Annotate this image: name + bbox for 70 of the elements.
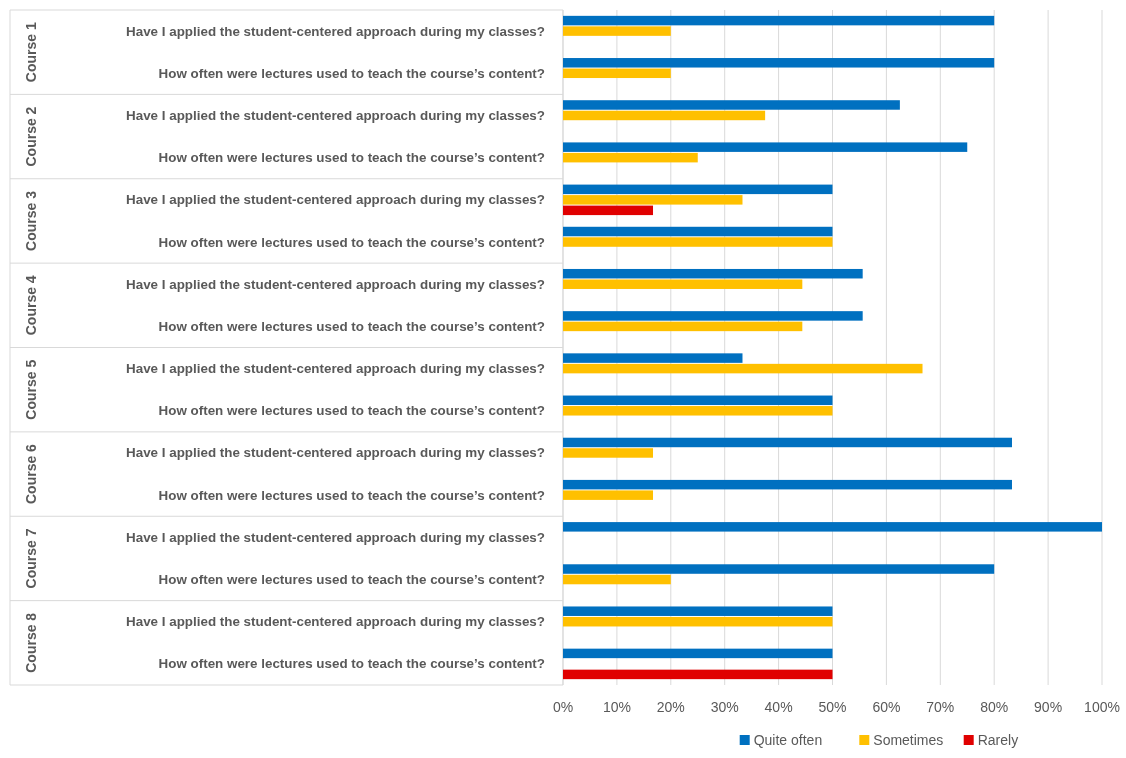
bar bbox=[563, 142, 968, 152]
x-tick-label: 80% bbox=[980, 699, 1009, 715]
y-tick-label: Have I applied the student-centered approach during my classes? bbox=[126, 23, 545, 39]
text: Course 6 bbox=[23, 443, 39, 505]
bar bbox=[563, 68, 671, 79]
bar bbox=[563, 15, 995, 26]
y-tick-label: Have I applied the student-centered approach during my classes? bbox=[126, 192, 545, 208]
x-tick-label: 10% bbox=[602, 699, 631, 715]
bar bbox=[563, 26, 671, 36]
bar bbox=[563, 363, 923, 374]
bar bbox=[563, 321, 803, 332]
x-tick-label: 100% bbox=[1084, 699, 1120, 715]
bar bbox=[563, 648, 833, 659]
text: Course 7 bbox=[23, 528, 39, 589]
bar bbox=[563, 268, 863, 279]
bar bbox=[563, 205, 654, 216]
bar bbox=[563, 522, 1102, 532]
bar bbox=[563, 564, 995, 574]
x-tick-label: 90% bbox=[1034, 699, 1063, 715]
x-tick-label: 40% bbox=[764, 699, 793, 715]
text: Course 4 bbox=[23, 275, 39, 336]
y-tick-label: Have I applied the student-centered approach during my classes? bbox=[126, 276, 545, 292]
bar bbox=[563, 311, 863, 321]
text: Course 5 bbox=[23, 359, 39, 420]
legend-label: Sometimes bbox=[873, 732, 944, 748]
bar bbox=[563, 353, 743, 363]
bar bbox=[563, 279, 803, 289]
y-tick-label: How often were lectures used to teach the course’s content? bbox=[158, 65, 545, 81]
x-tick-label: 50% bbox=[818, 699, 847, 715]
y-tick-label: How often were lectures used to teach the course’s content? bbox=[158, 656, 545, 672]
bar bbox=[563, 479, 1012, 490]
y-tick-label: Have I applied the student-centered approach during my classes? bbox=[126, 529, 545, 545]
bar bbox=[563, 406, 833, 416]
bar bbox=[563, 184, 833, 195]
x-tick-label: 30% bbox=[710, 699, 739, 715]
bar bbox=[563, 395, 833, 406]
bar bbox=[563, 237, 833, 247]
bar bbox=[563, 226, 833, 237]
bar bbox=[563, 58, 995, 68]
x-tick-label: 0% bbox=[552, 699, 574, 715]
bar bbox=[563, 100, 900, 110]
x-tick-label: 60% bbox=[872, 699, 901, 715]
y-tick-label: How often were lectures used to teach the course’s content? bbox=[158, 318, 545, 334]
x-tick-label: 20% bbox=[656, 699, 685, 715]
text: Course 3 bbox=[23, 190, 39, 251]
y-tick-label: How often were lectures used to teach the course’s content? bbox=[158, 572, 545, 588]
bar bbox=[563, 448, 654, 458]
bar bbox=[563, 606, 833, 616]
y-tick-label: Have I applied the student-centered approach during my classes? bbox=[126, 614, 545, 630]
legend-label: Rarely bbox=[977, 732, 1019, 748]
bar bbox=[563, 110, 766, 121]
bar bbox=[563, 490, 654, 500]
y-tick-label: Have I applied the student-centered approach during my classes? bbox=[126, 361, 545, 377]
y-tick-label: How often were lectures used to teach the course’s content? bbox=[158, 487, 545, 503]
text: Course 2 bbox=[23, 106, 39, 167]
bar bbox=[563, 669, 833, 680]
y-tick-label: How often were lectures used to teach the course’s content? bbox=[158, 150, 545, 166]
bar bbox=[563, 152, 698, 163]
y-tick-label: How often were lectures used to teach the course’s content? bbox=[158, 403, 545, 419]
bar bbox=[563, 574, 671, 585]
text: Course 1 bbox=[23, 22, 39, 83]
bar bbox=[563, 437, 1012, 448]
y-tick-label: Have I applied the student-centered approach during my classes? bbox=[126, 445, 545, 461]
bar bbox=[563, 195, 743, 205]
legend-label: Quite often bbox=[753, 732, 823, 748]
text: Course 8 bbox=[23, 612, 39, 673]
bar bbox=[563, 616, 833, 627]
y-tick-label: How often were lectures used to teach the course’s content? bbox=[158, 234, 545, 250]
y-tick-label: Have I applied the student-centered approach during my classes? bbox=[126, 107, 545, 123]
x-tick-label: 70% bbox=[926, 699, 955, 715]
